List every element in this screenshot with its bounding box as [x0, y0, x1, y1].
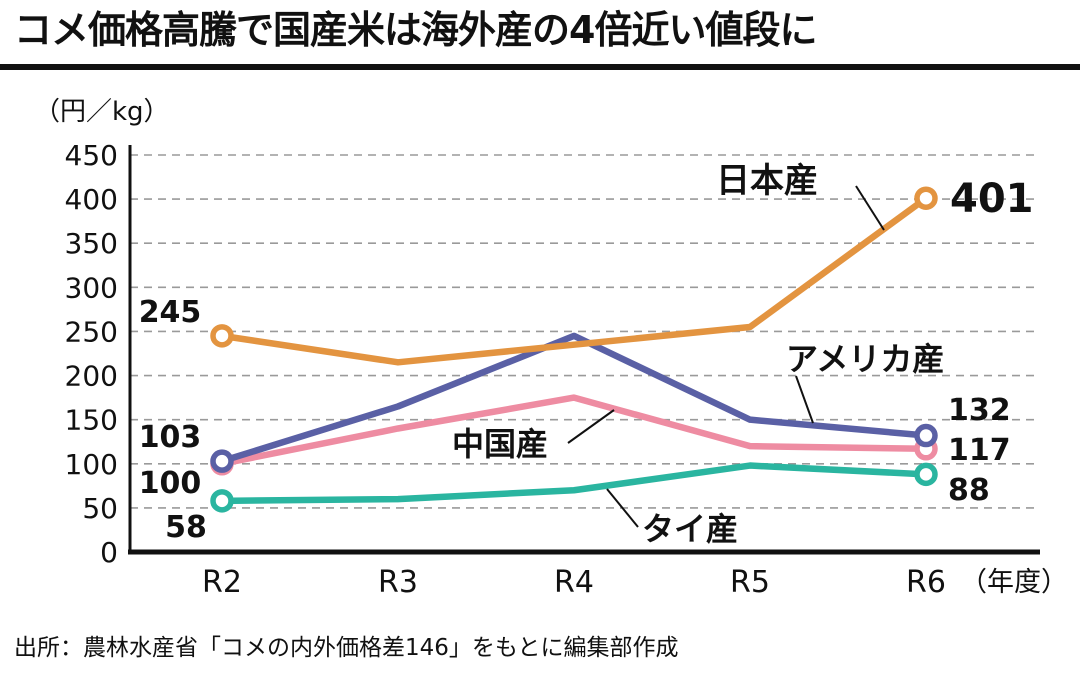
x-tick-label: R5	[730, 565, 770, 600]
x-axis-suffix-label: （年度）	[960, 567, 1068, 598]
annotation-leader-japan	[855, 185, 885, 231]
annotation-leader-thailand	[606, 488, 639, 528]
data-point-marker-usa-R2	[210, 449, 234, 473]
annotation-leader-china	[567, 409, 615, 444]
x-tick-label: R2	[202, 565, 242, 600]
y-tick-label: 350	[65, 227, 118, 260]
series-label-japan: 日本産	[716, 161, 818, 201]
value-label-china-117: 117	[948, 433, 1011, 468]
data-point-marker-japan-R6	[914, 186, 938, 210]
line-chart-svg: （円／kg） 0 50 100 150 200 250 300 350 400 450 R2 R3 R4 R…	[34, 97, 1068, 600]
x-tick-label: R3	[378, 565, 418, 600]
annotation-leader-usa	[795, 375, 814, 424]
series-line-japan	[218, 194, 930, 366]
source-credit: 出所：農林水産省「コメの内外価格差146」をもとに編集部作成	[14, 635, 679, 661]
value-label-usa-103: 103	[139, 420, 202, 455]
data-point-marker-thailand-R6	[914, 462, 938, 487]
value-label-usa-132: 132	[948, 393, 1011, 428]
y-tick-label: 0	[100, 536, 118, 569]
value-label-thailand-88: 88	[948, 473, 990, 508]
series-label-usa: アメリカ産	[786, 340, 944, 378]
x-tick-label: R4	[554, 565, 594, 600]
value-label-china-100: 100	[139, 466, 202, 501]
y-tick-label: 300	[65, 271, 118, 304]
y-tick-label: 200	[65, 360, 118, 393]
value-label-japan-245: 245	[139, 295, 202, 330]
data-point-marker-usa-R6	[914, 423, 938, 448]
series-label-thailand: タイ産	[642, 510, 738, 548]
chart-title: コメ価格高騰で国産米は海外産の4倍近い値段に	[0, 0, 1080, 70]
data-point-marker-thailand-R2	[210, 489, 234, 513]
y-tick-label: 50	[82, 492, 118, 525]
data-point-marker-japan-R2	[210, 324, 234, 348]
series-line-china	[218, 394, 930, 468]
series-line-thailand	[218, 462, 930, 505]
y-tick-label: 450	[65, 139, 118, 172]
series-line-usa	[218, 332, 930, 465]
y-tick-label: 100	[65, 448, 118, 481]
value-label-thailand-58: 58	[165, 510, 207, 545]
value-label-japan-401: 401	[950, 176, 1034, 222]
x-tick-label: R6	[906, 565, 946, 600]
y-axis-unit-label: （円／kg）	[34, 97, 170, 127]
y-tick-label: 250	[65, 315, 118, 348]
series-label-china: 中国産	[452, 425, 548, 463]
y-tick-label: 400	[65, 183, 118, 216]
y-tick-label: 150	[65, 404, 118, 437]
chart-area: （円／kg） 0 50 100 150 200 250 300 350 400 450 R2 R3 R4 R…	[0, 90, 1080, 610]
